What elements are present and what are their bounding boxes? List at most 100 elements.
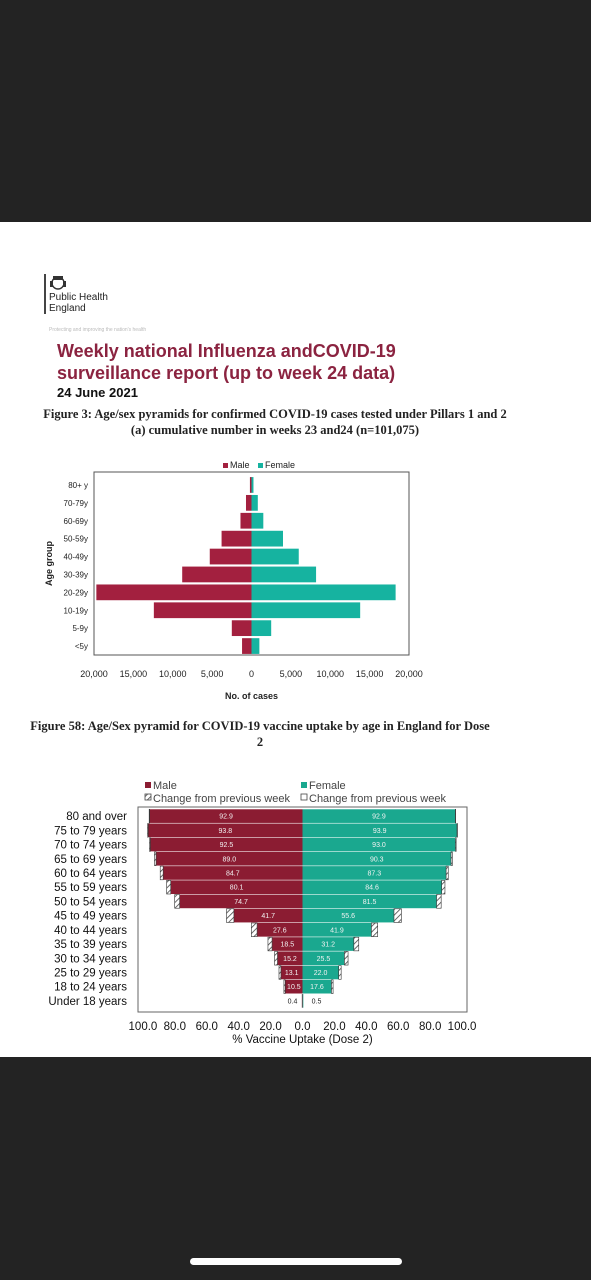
female-change-bar: [344, 951, 349, 966]
x-tick-label: 60.0: [196, 1021, 218, 1033]
female-value-label: 81.5: [363, 899, 377, 906]
female-change-bar: [455, 837, 457, 852]
legend-swatch-male-change: [144, 793, 152, 801]
legend-label-female-change: Change from previous week: [309, 793, 446, 805]
male-bar: [231, 620, 252, 637]
female-uptake-bar: [302, 922, 372, 937]
male-bar: [245, 494, 252, 511]
age-group-label: 5-9y: [72, 624, 88, 633]
legend-swatch-female-change: [300, 793, 308, 801]
male-value-label: 92.5: [220, 842, 234, 849]
male-uptake-bar: [179, 894, 303, 909]
female-change-bar: [436, 894, 442, 909]
legend-swatch-female: [301, 782, 307, 788]
x-tick-label: 20,000: [80, 669, 108, 679]
male-change-bar: [166, 880, 172, 895]
female-bar: [251, 548, 299, 565]
age-band-label: 75 to 79 years: [54, 825, 127, 837]
figure-58-caption: Figure 58: Age/Sex pyramid for COVID-19 …: [30, 719, 490, 749]
male-change-bar: [283, 979, 286, 994]
male-uptake-bar: [156, 851, 303, 866]
female-value-label: 92.9: [372, 814, 386, 821]
age-band-label: 40 to 44 years: [54, 925, 127, 937]
x-tick-label: 20.0: [259, 1021, 281, 1033]
male-value-label: 27.6: [273, 927, 287, 934]
female-uptake-bar: [302, 979, 332, 994]
male-bar: [242, 638, 252, 654]
plot-frame: [93, 471, 410, 656]
male-change-bar: [147, 823, 149, 838]
female-bar: [251, 530, 283, 547]
male-value-label: 74.7: [234, 899, 248, 906]
male-uptake-bar: [148, 823, 303, 838]
female-value-label: 87.3: [367, 870, 381, 877]
legend-label-female: Female: [309, 780, 346, 792]
male-change-bar: [159, 865, 164, 881]
male-bar: [221, 530, 252, 547]
female-change-bar: [331, 979, 334, 994]
x-tick-label: 20.0: [323, 1021, 345, 1033]
x-axis-title: No. of cases: [225, 691, 278, 701]
age-band-label: 25 to 29 years: [54, 967, 127, 979]
age-group-label: 10-19y: [64, 606, 88, 615]
x-tick-label: 80.0: [164, 1021, 186, 1033]
logo-divider: [44, 274, 46, 314]
report-date: 24 June 2021: [57, 385, 138, 400]
age-band-label: 65 to 69 years: [54, 854, 127, 866]
legend-label-male: Male: [230, 460, 250, 470]
y-axis-title: Age group: [44, 541, 54, 586]
female-value-label: 55.6: [341, 913, 355, 920]
female-uptake-bar: [302, 894, 437, 909]
male-value-label: 92.9: [219, 814, 233, 821]
age-band-label: 70 to 74 years: [54, 840, 127, 852]
male-value-label: 18.5: [280, 942, 294, 949]
age-group-label: 20-29y: [64, 588, 88, 597]
age-group-label: 60-69y: [64, 517, 88, 526]
x-tick-label: 40.0: [355, 1021, 377, 1033]
male-change-bar: [274, 951, 278, 966]
plot-frame: [137, 806, 468, 1013]
age-band-label: 80 and over: [66, 811, 127, 823]
age-group-label: 80+ y: [68, 481, 88, 490]
male-uptake-bar: [301, 994, 303, 1008]
female-value-label: 90.3: [370, 856, 384, 863]
female-bar: [251, 620, 272, 637]
male-value-label: 89.0: [222, 856, 236, 863]
male-uptake-bar: [285, 979, 303, 994]
report-title: Weekly national Influenza andCOVID-19 su…: [57, 341, 396, 383]
x-tick-label: 10,000: [159, 669, 187, 679]
x-tick-label: 20,000: [395, 669, 423, 679]
female-value-label: 25.5: [317, 956, 331, 963]
female-change-bar: [338, 965, 342, 980]
x-tick-label: 0: [249, 669, 254, 679]
male-change-bar: [226, 908, 235, 923]
age-group-label: 40-49y: [64, 553, 88, 562]
female-bar: [251, 638, 260, 654]
male-uptake-bar: [277, 951, 303, 966]
male-change-bar: [267, 936, 273, 952]
female-bar: [251, 477, 254, 493]
male-bar: [209, 548, 252, 565]
age-band-label: 18 to 24 years: [54, 982, 127, 994]
royal-crest-icon: [50, 276, 66, 290]
male-uptake-bar: [163, 866, 303, 880]
male-value-label: 13.1: [285, 970, 299, 977]
home-indicator[interactable]: [190, 1258, 402, 1265]
male-value-label: 80.1: [230, 885, 244, 892]
female-change-bar: [450, 851, 453, 866]
male-value-label: 93.8: [219, 828, 233, 835]
age-band-label: 50 to 54 years: [54, 896, 127, 908]
female-value-label: 22.0: [314, 970, 328, 977]
male-change-bar: [174, 894, 180, 909]
male-uptake-bar: [170, 880, 303, 895]
male-bar: [240, 512, 252, 529]
legend-swatch-female: [258, 463, 263, 468]
age-group-label: 50-59y: [64, 535, 88, 544]
female-value-label: 93.9: [373, 828, 387, 835]
female-uptake-bar: [302, 965, 339, 980]
age-band-label: 60 to 64 years: [54, 868, 127, 880]
female-bar: [251, 584, 396, 601]
legend-label-male: Male: [153, 780, 177, 792]
male-bar: [96, 584, 252, 601]
male-value-label: 15.2: [283, 956, 297, 963]
